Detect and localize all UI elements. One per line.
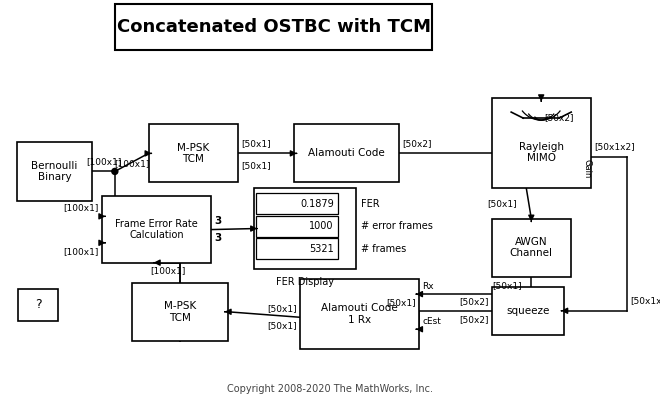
Text: [50x1]: [50x1] xyxy=(267,322,297,330)
Text: M-PSK
TCM: M-PSK TCM xyxy=(164,301,196,322)
Text: [100x1]: [100x1] xyxy=(114,159,149,168)
Text: Frame Error Rate
Calculation: Frame Error Rate Calculation xyxy=(115,219,198,240)
Text: Rx: Rx xyxy=(422,282,434,291)
Text: [50x2]: [50x2] xyxy=(459,315,488,324)
Text: [50x1x2]: [50x1x2] xyxy=(594,142,635,151)
Text: [50x1]: [50x1] xyxy=(487,199,516,208)
Text: Copyright 2008-2020 The MathWorks, Inc.: Copyright 2008-2020 The MathWorks, Inc. xyxy=(227,384,433,394)
Bar xyxy=(148,124,238,182)
Text: FER Display: FER Display xyxy=(277,277,334,287)
Text: [50x1]: [50x1] xyxy=(241,139,271,148)
Bar xyxy=(254,188,356,269)
Bar xyxy=(492,219,571,277)
Bar xyxy=(102,196,211,263)
Text: ?: ? xyxy=(35,298,42,311)
Text: 1000: 1000 xyxy=(310,221,334,231)
Text: AWGN
Channel: AWGN Channel xyxy=(510,237,553,258)
Bar xyxy=(492,98,591,188)
Bar xyxy=(492,287,564,335)
Text: [50x1x2]: [50x1x2] xyxy=(630,296,660,305)
Text: Rayleigh
MIMO: Rayleigh MIMO xyxy=(519,142,564,163)
Bar xyxy=(256,216,338,237)
Text: [100x1]: [100x1] xyxy=(86,157,121,166)
Bar xyxy=(256,238,338,259)
Text: FER: FER xyxy=(362,199,380,209)
Text: [50x1]: [50x1] xyxy=(241,161,271,170)
Text: [50x2]: [50x2] xyxy=(403,139,432,148)
Text: # frames: # frames xyxy=(362,244,407,253)
Text: Alamouti Code: Alamouti Code xyxy=(308,148,385,158)
Text: # error frames: # error frames xyxy=(362,221,433,231)
Bar xyxy=(18,289,58,321)
Text: [50x2]: [50x2] xyxy=(459,298,488,306)
Bar xyxy=(115,4,432,50)
Bar xyxy=(256,193,338,214)
Text: [50x1]: [50x1] xyxy=(386,298,416,307)
Bar xyxy=(16,142,92,200)
Text: [100x1]: [100x1] xyxy=(63,247,99,256)
Text: 0.1879: 0.1879 xyxy=(300,199,334,209)
Text: [50x1]: [50x1] xyxy=(267,304,297,313)
Text: squeeze: squeeze xyxy=(506,306,550,316)
Text: 3: 3 xyxy=(214,216,222,226)
Text: Bernoulli
Binary: Bernoulli Binary xyxy=(31,161,78,182)
Text: Concatenated OSTBC with TCM: Concatenated OSTBC with TCM xyxy=(117,18,431,36)
Text: [50x2]: [50x2] xyxy=(544,113,574,122)
Text: 5321: 5321 xyxy=(309,244,334,253)
Text: M-PSK
TCM: M-PSK TCM xyxy=(177,143,209,164)
Text: 3: 3 xyxy=(214,233,222,243)
Text: Alamouti Code
1 Rx: Alamouti Code 1 Rx xyxy=(321,303,398,324)
Circle shape xyxy=(112,168,118,174)
Text: [100x1]: [100x1] xyxy=(150,266,186,275)
Bar xyxy=(300,279,419,349)
Text: [50x1]: [50x1] xyxy=(492,281,521,290)
Bar xyxy=(132,283,228,341)
Text: [100x1]: [100x1] xyxy=(63,203,99,212)
Text: Gain: Gain xyxy=(582,159,591,178)
Bar xyxy=(294,124,399,182)
Text: cEst: cEst xyxy=(422,317,442,326)
